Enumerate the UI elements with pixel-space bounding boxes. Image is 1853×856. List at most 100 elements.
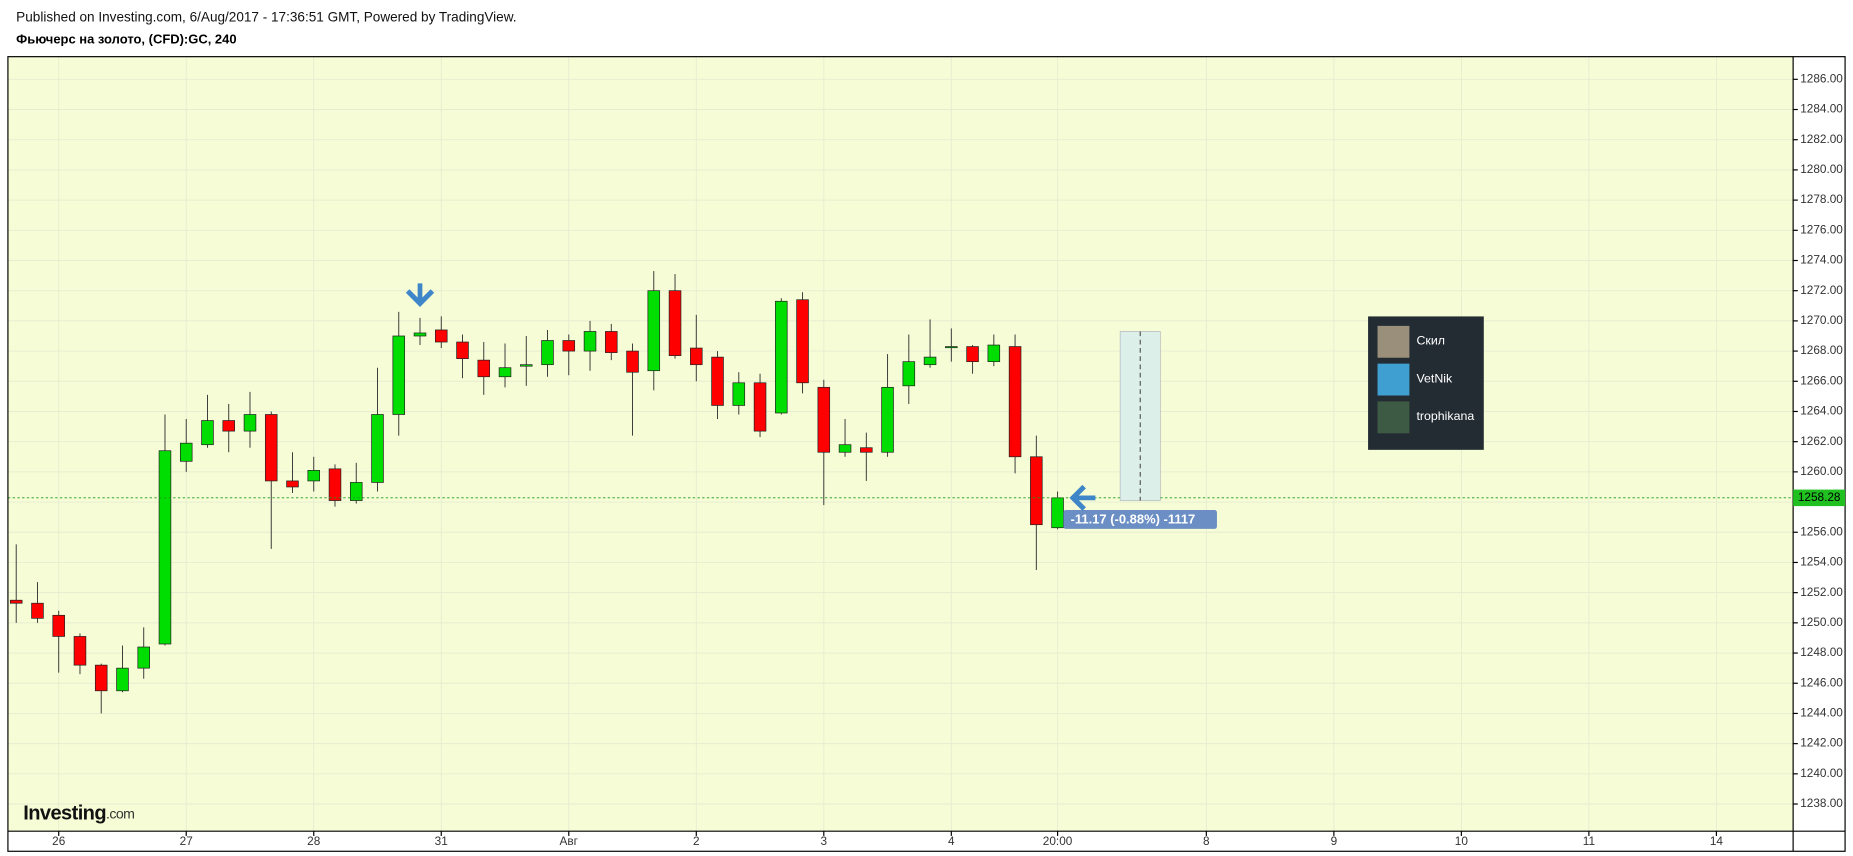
header: Published on Investing.com, 6/Aug/2017 -… xyxy=(16,9,516,24)
candle-body xyxy=(392,335,406,415)
user-name: Скил xyxy=(1416,333,1444,347)
y-tick-label: 1268.00 xyxy=(1800,343,1843,357)
candle-body xyxy=(52,614,65,637)
y-tick-label: 1280.00 xyxy=(1800,162,1843,176)
user-name: trophikana xyxy=(1416,409,1474,423)
candle-body xyxy=(1051,497,1064,529)
y-tick-label: 1272.00 xyxy=(1800,283,1843,297)
x-tick-label: 14 xyxy=(1710,834,1724,848)
y-tick-label: 1240.00 xyxy=(1800,766,1843,780)
measure-label-box xyxy=(1063,510,1217,529)
y-tick-label: 1282.00 xyxy=(1800,132,1843,146)
plot-area xyxy=(7,56,1794,832)
chart-title: Фьючерс на золото, (CFD):GC, 240 xyxy=(16,32,236,47)
y-tick-label: 1260.00 xyxy=(1800,464,1843,478)
user-name: VetNik xyxy=(1416,371,1453,385)
x-tick-label: 11 xyxy=(1583,834,1595,848)
candle-body xyxy=(817,386,831,453)
candle-body xyxy=(286,480,299,488)
x-tick-label: 4 xyxy=(948,834,955,848)
x-tick-label: 10 xyxy=(1455,834,1469,848)
y-tick-label: 1264.00 xyxy=(1800,404,1843,418)
candle-body xyxy=(860,447,873,453)
last-price-label: 1258.28 xyxy=(1798,490,1841,504)
avatar xyxy=(1377,363,1410,396)
candle-body xyxy=(626,350,639,373)
x-tick-label: 31 xyxy=(435,834,448,848)
y-tick-label: 1254.00 xyxy=(1800,555,1843,569)
candle-body xyxy=(413,332,427,337)
x-tick-label: 27 xyxy=(180,834,193,848)
candle-body xyxy=(137,646,150,669)
x-tick-label: 8 xyxy=(1203,834,1210,848)
candle-body xyxy=(647,290,661,372)
candle-body xyxy=(902,361,916,387)
candle-body xyxy=(796,299,809,384)
y-tick-label: 1274.00 xyxy=(1800,253,1843,267)
candle-body xyxy=(94,664,108,692)
candle-body xyxy=(966,346,979,363)
candle-body xyxy=(158,450,172,645)
x-tick-label: 2 xyxy=(693,834,700,848)
candle-body xyxy=(562,340,576,352)
candle-body xyxy=(732,382,746,406)
arrow-down xyxy=(405,283,435,307)
x-tick-label: 20:00 xyxy=(1043,834,1073,848)
candle-body xyxy=(9,599,23,604)
avatar xyxy=(1377,325,1410,358)
candle-body xyxy=(477,359,491,378)
candle-body xyxy=(222,420,235,432)
last-price-box xyxy=(1793,489,1846,507)
y-tick-label: 1266.00 xyxy=(1800,373,1843,387)
avatar xyxy=(1377,401,1410,434)
candle-body xyxy=(328,468,342,501)
y-tick-label: 1248.00 xyxy=(1800,645,1843,659)
candle-body xyxy=(945,346,958,349)
y-tick-label: 1242.00 xyxy=(1800,736,1843,750)
candle-body xyxy=(456,341,469,359)
candle-body xyxy=(73,636,87,666)
y-tick-label: 1276.00 xyxy=(1800,222,1843,236)
candle-body xyxy=(307,470,321,482)
logo: Investing.com xyxy=(23,803,134,825)
candle-body xyxy=(371,414,384,483)
candle-body xyxy=(923,356,937,366)
x-tick-label: Авг xyxy=(560,834,578,848)
candle-body xyxy=(987,344,1001,363)
candle-body xyxy=(668,290,682,356)
candle-body xyxy=(838,444,852,453)
y-tick-label: 1278.00 xyxy=(1800,192,1843,206)
y-tick-label: 1252.00 xyxy=(1800,585,1843,599)
x-tick-label: 3 xyxy=(821,834,828,848)
y-tick-label: 1256.00 xyxy=(1800,524,1843,538)
candle-body xyxy=(541,340,554,366)
candle-body xyxy=(31,602,44,619)
y-tick-label: 1244.00 xyxy=(1800,706,1843,720)
candle-body xyxy=(690,347,703,366)
user-panel: Скил VetNik trophikana xyxy=(1368,316,1484,450)
candle-body xyxy=(583,331,597,352)
candle-body xyxy=(881,386,894,453)
measure-label: -11.17 (-0.88%) -1117 xyxy=(1071,511,1196,526)
candle-body xyxy=(179,442,193,462)
candle-body xyxy=(711,356,724,406)
candle-body xyxy=(1008,346,1022,458)
x-tick-label: 9 xyxy=(1331,834,1338,848)
candle-body xyxy=(753,382,767,432)
y-tick-label: 1286.00 xyxy=(1800,71,1843,85)
y-tick-label: 1284.00 xyxy=(1800,102,1843,116)
x-tick-label: 28 xyxy=(307,834,321,848)
candle-body xyxy=(349,482,363,501)
frame xyxy=(7,56,1846,852)
y-tick-label: 1246.00 xyxy=(1800,675,1843,689)
candle-body xyxy=(775,300,788,414)
logo-suffix: .com xyxy=(106,806,134,822)
candle-body xyxy=(201,420,214,446)
candle-body xyxy=(435,329,448,343)
candle-body xyxy=(605,331,618,353)
logo-main: Investing xyxy=(23,803,106,825)
y-tick-label: 1250.00 xyxy=(1800,615,1843,629)
y-tick-label: 1270.00 xyxy=(1800,313,1843,327)
candle-body xyxy=(520,364,533,367)
